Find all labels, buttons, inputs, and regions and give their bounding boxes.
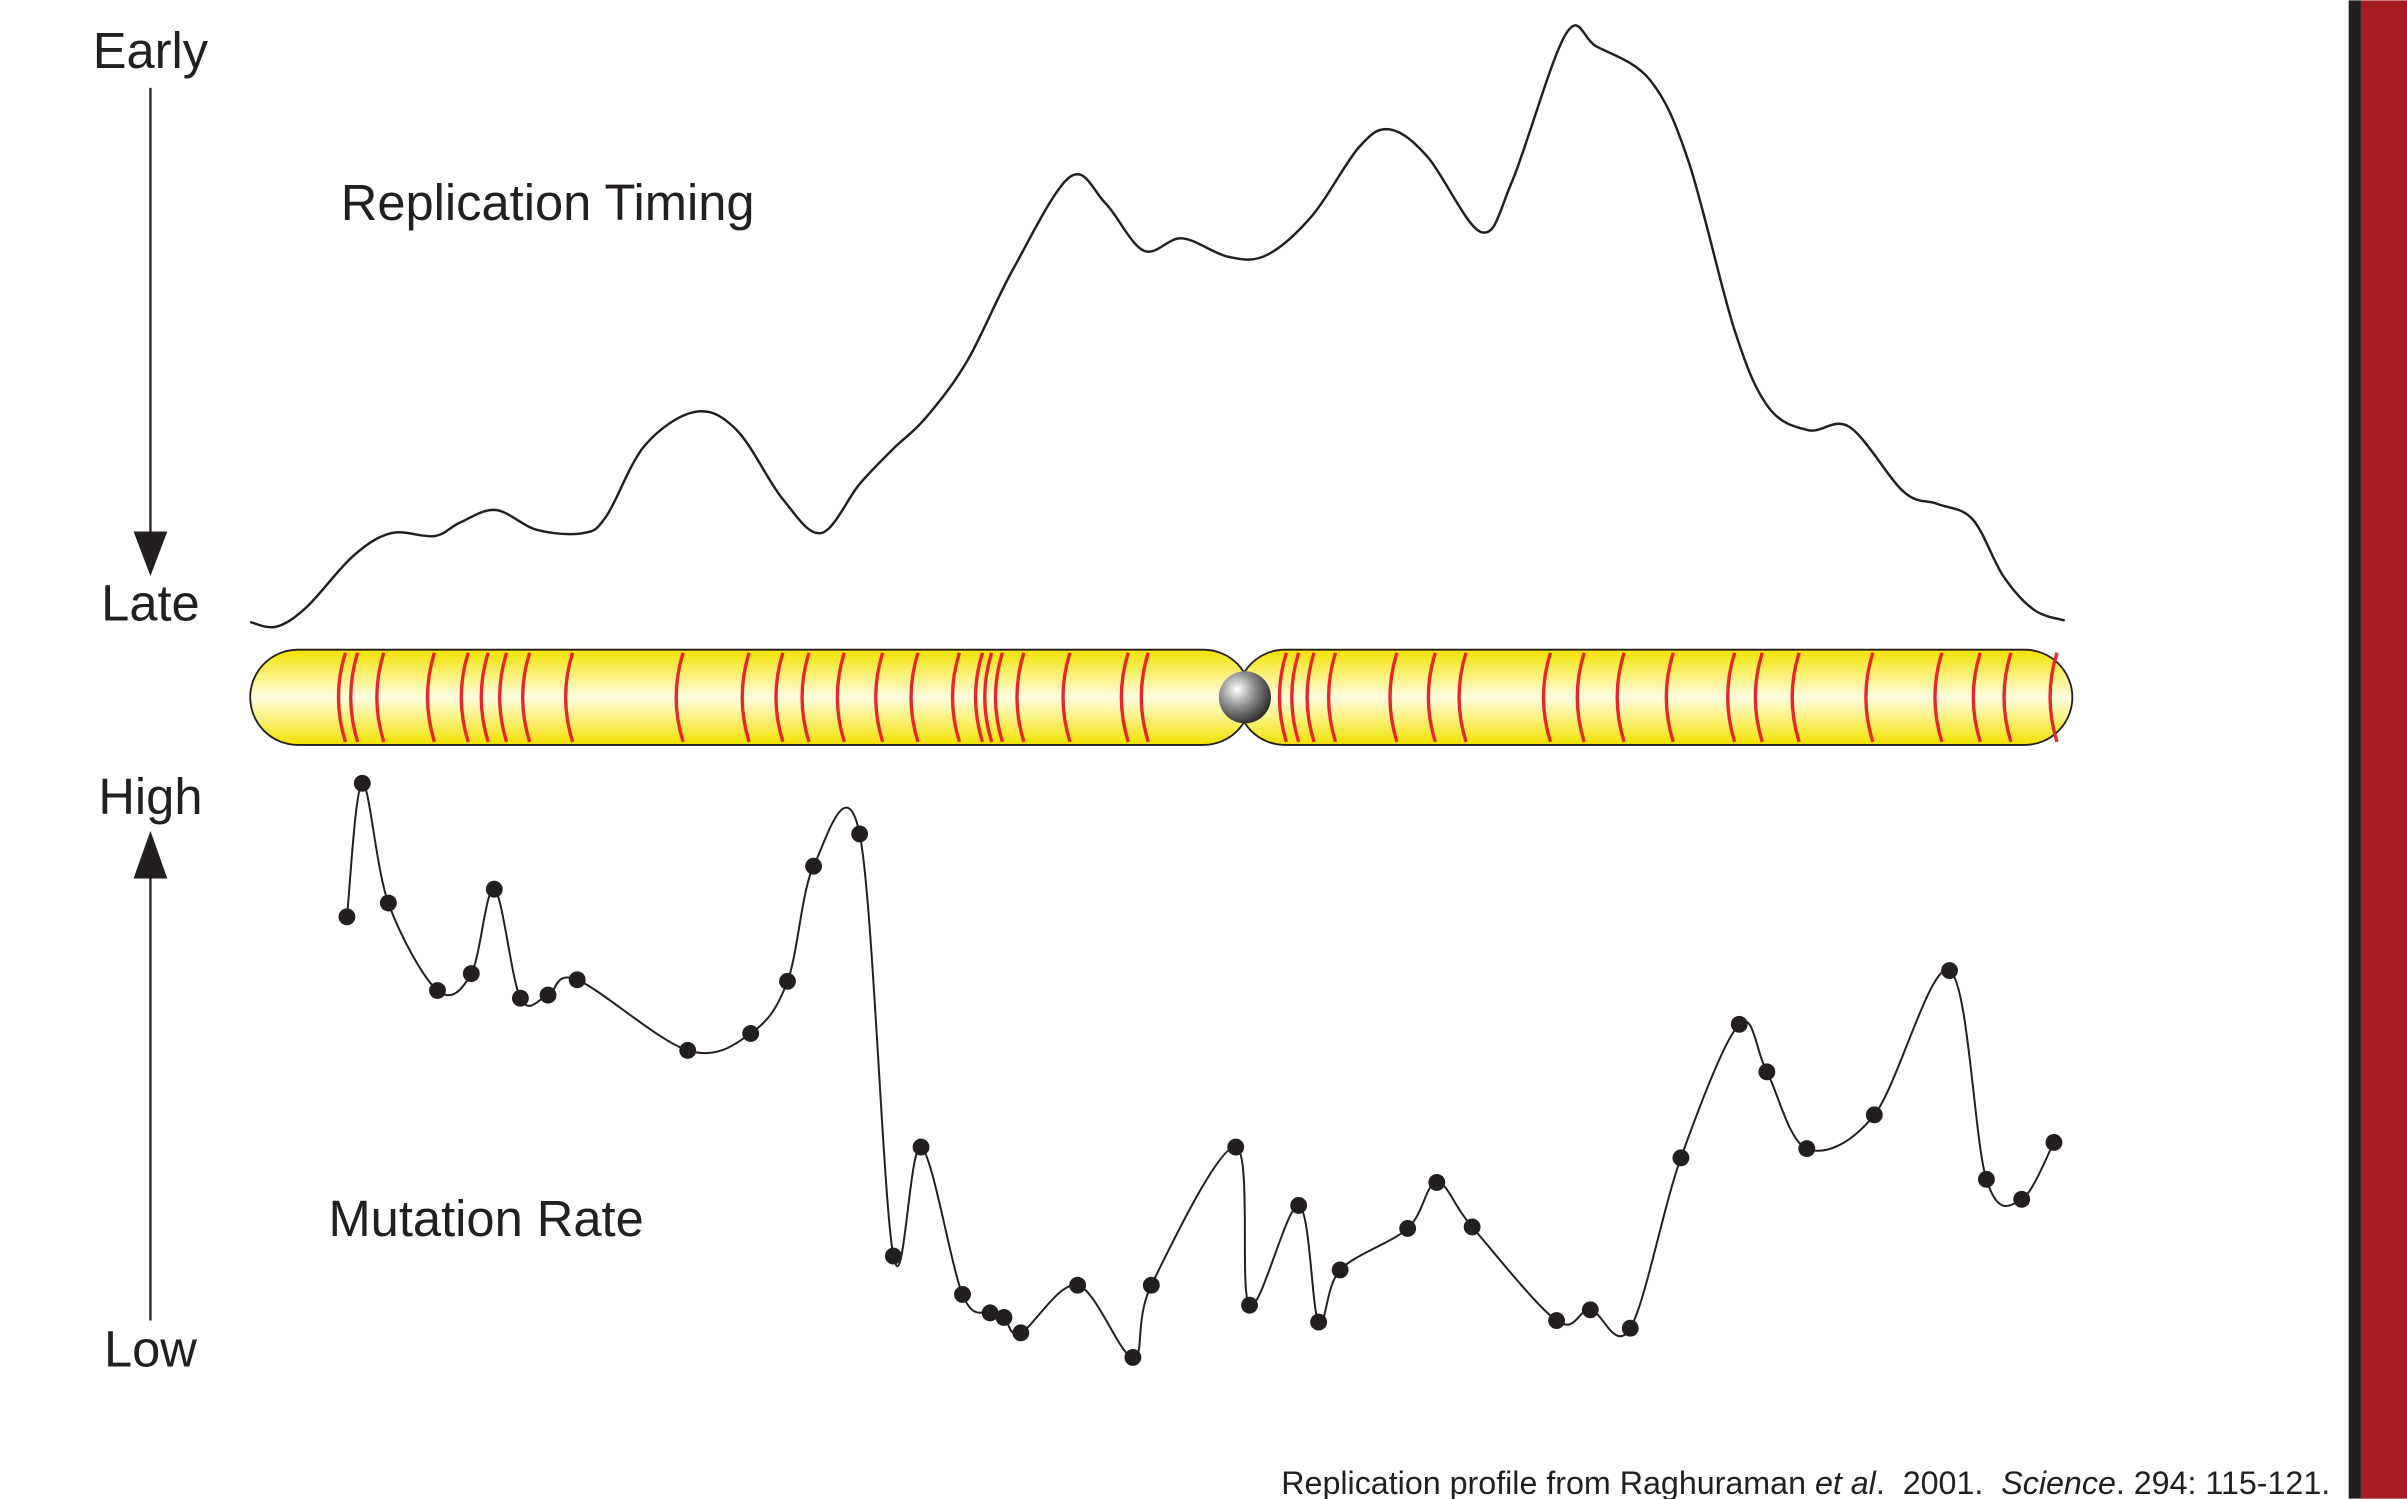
mutation-title: Mutation Rate: [329, 1190, 644, 1247]
mutation-rate-curve: [347, 783, 2054, 1357]
mutation-point: [679, 1042, 696, 1059]
mutation-point: [512, 990, 529, 1007]
mutation-point: [2045, 1134, 2062, 1151]
replication-timing-curve: [250, 25, 2064, 627]
mutation-point: [1124, 1349, 1141, 1366]
mutation-point: [1464, 1218, 1481, 1235]
citation-text: Replication profile from Raghuraman: [1281, 1465, 1815, 1499]
mutation-point: [1941, 962, 1958, 979]
mutation-point: [1731, 1016, 1748, 1033]
chromosome-arm-right: [1237, 650, 2072, 745]
mutation-point: [805, 858, 822, 875]
edge-dark: [2349, 0, 2361, 1498]
page: Early Late Replication Timing High Low M…: [0, 0, 2407, 1499]
chromosome: [250, 650, 2072, 745]
mutation-point: [885, 1248, 902, 1265]
low-label: Low: [104, 1321, 197, 1378]
mutation-point: [2013, 1191, 2030, 1208]
mutation-point: [1012, 1324, 1029, 1341]
citation-text: . 2001.: [1876, 1465, 2001, 1499]
mutation-point: [1069, 1277, 1086, 1294]
early-label: Early: [93, 22, 209, 79]
mutation-point: [995, 1309, 1012, 1326]
mutation-point: [1548, 1312, 1565, 1329]
mutation-point: [1227, 1139, 1244, 1156]
mutation-point: [1332, 1261, 1349, 1278]
mutation-arrowhead: [134, 831, 168, 879]
mutation-point: [954, 1286, 971, 1303]
mutation-point: [486, 881, 503, 898]
mutation-point: [540, 987, 557, 1004]
mutation-point: [569, 971, 586, 988]
mutation-point: [463, 965, 480, 982]
mutation-point: [742, 1025, 759, 1042]
mutation-point: [913, 1139, 930, 1156]
mutation-point: [1582, 1301, 1599, 1318]
citation-journal: Science: [2001, 1465, 2116, 1499]
mutation-point: [338, 908, 355, 925]
mutation-point: [429, 982, 446, 999]
citation-etal: et al: [1815, 1465, 1877, 1499]
mutation-point: [1241, 1297, 1258, 1314]
citation: Replication profile from Raghuraman et a…: [1281, 1465, 2330, 1499]
timing-title: Replication Timing: [341, 174, 755, 231]
high-label: High: [98, 768, 202, 825]
mutation-point: [1622, 1320, 1639, 1337]
mutation-point: [1866, 1106, 1883, 1123]
mutation-point: [779, 973, 796, 990]
mutation-point: [1978, 1171, 1995, 1188]
mutation-point: [354, 775, 371, 792]
mutation-points: [338, 775, 2062, 1366]
mutation-point: [380, 895, 397, 912]
mutation-point: [1310, 1314, 1327, 1331]
mutation-point: [1758, 1063, 1775, 1080]
timing-arrowhead: [134, 532, 168, 577]
mutation-point: [1672, 1149, 1689, 1166]
mutation-point: [1399, 1220, 1416, 1237]
mutation-point: [1143, 1277, 1160, 1294]
mutation-point: [1798, 1140, 1815, 1157]
chromosome-arm-left: [250, 650, 1251, 745]
mutation-point: [1290, 1197, 1307, 1214]
edge-red: [2361, 0, 2407, 1498]
diagram: Early Late Replication Timing High Low M…: [0, 0, 2407, 1499]
late-label: Late: [101, 575, 200, 632]
citation-text: . 294: 115-121.: [2116, 1465, 2330, 1499]
mutation-point: [851, 825, 868, 842]
mutation-point: [1428, 1174, 1445, 1191]
centromere: [1219, 671, 1271, 723]
